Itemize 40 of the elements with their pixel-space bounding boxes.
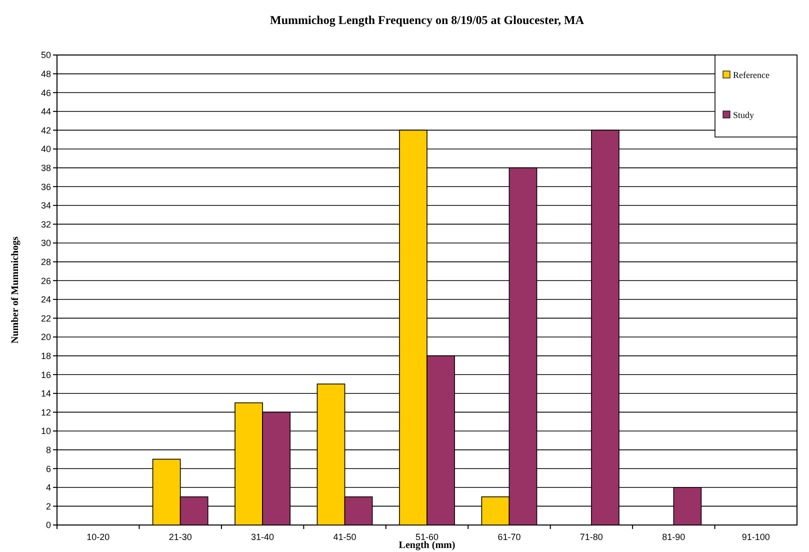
y-tick-label: 34 <box>40 200 51 211</box>
x-tick-label: 21-30 <box>168 532 192 542</box>
x-axis-title: Length (mm) <box>398 540 456 551</box>
y-tick-label: 48 <box>40 68 51 79</box>
y-tick-label: 0 <box>46 520 51 530</box>
y-tick-label: 16 <box>40 370 51 380</box>
y-tick-label: 44 <box>40 106 51 117</box>
x-tick-label: 81-90 <box>662 532 686 542</box>
x-tick-label: 31-40 <box>251 532 274 542</box>
y-tick-label: 18 <box>40 350 51 361</box>
y-tick-label: 42 <box>40 125 51 136</box>
y-tick-label: 20 <box>40 332 51 342</box>
y-tick-label: 50 <box>40 50 51 60</box>
legend-label: Study <box>733 110 755 120</box>
x-tick-label: 91-100 <box>742 532 770 542</box>
y-tick-label: 14 <box>40 388 51 399</box>
y-tick-label: 36 <box>40 182 51 192</box>
y-tick-label: 38 <box>40 162 51 173</box>
y-axis-title: Number of Mummichogs <box>10 236 21 344</box>
y-tick-label: 40 <box>40 144 51 154</box>
y-tick-label: 26 <box>40 276 51 286</box>
x-tick-label: 41-50 <box>333 532 356 542</box>
y-tick-label: 32 <box>40 219 51 230</box>
x-tick-label: 71-80 <box>580 532 603 542</box>
y-tick-label: 10 <box>40 426 51 436</box>
y-tick-label: 12 <box>40 407 51 418</box>
y-tick-label: 2 <box>46 501 51 512</box>
y-tick-label: 6 <box>46 464 51 474</box>
x-tick-label: 10-20 <box>86 532 110 542</box>
y-tick-label: 8 <box>46 444 51 455</box>
y-tick-label: 28 <box>40 256 51 267</box>
x-tick-label: 61-70 <box>498 532 521 542</box>
y-tick-label: 46 <box>40 88 51 98</box>
x-tick-label: 51-60 <box>415 532 439 542</box>
legend-label: Reference <box>733 70 770 80</box>
chart-title: Mummichog Length Frequency on 8/19/05 at Gloucester, MA <box>270 13 584 27</box>
y-tick-label: 30 <box>40 238 51 248</box>
y-tick-label: 24 <box>40 294 51 305</box>
y-tick-label: 22 <box>40 313 51 324</box>
y-tick-label: 4 <box>46 482 51 493</box>
